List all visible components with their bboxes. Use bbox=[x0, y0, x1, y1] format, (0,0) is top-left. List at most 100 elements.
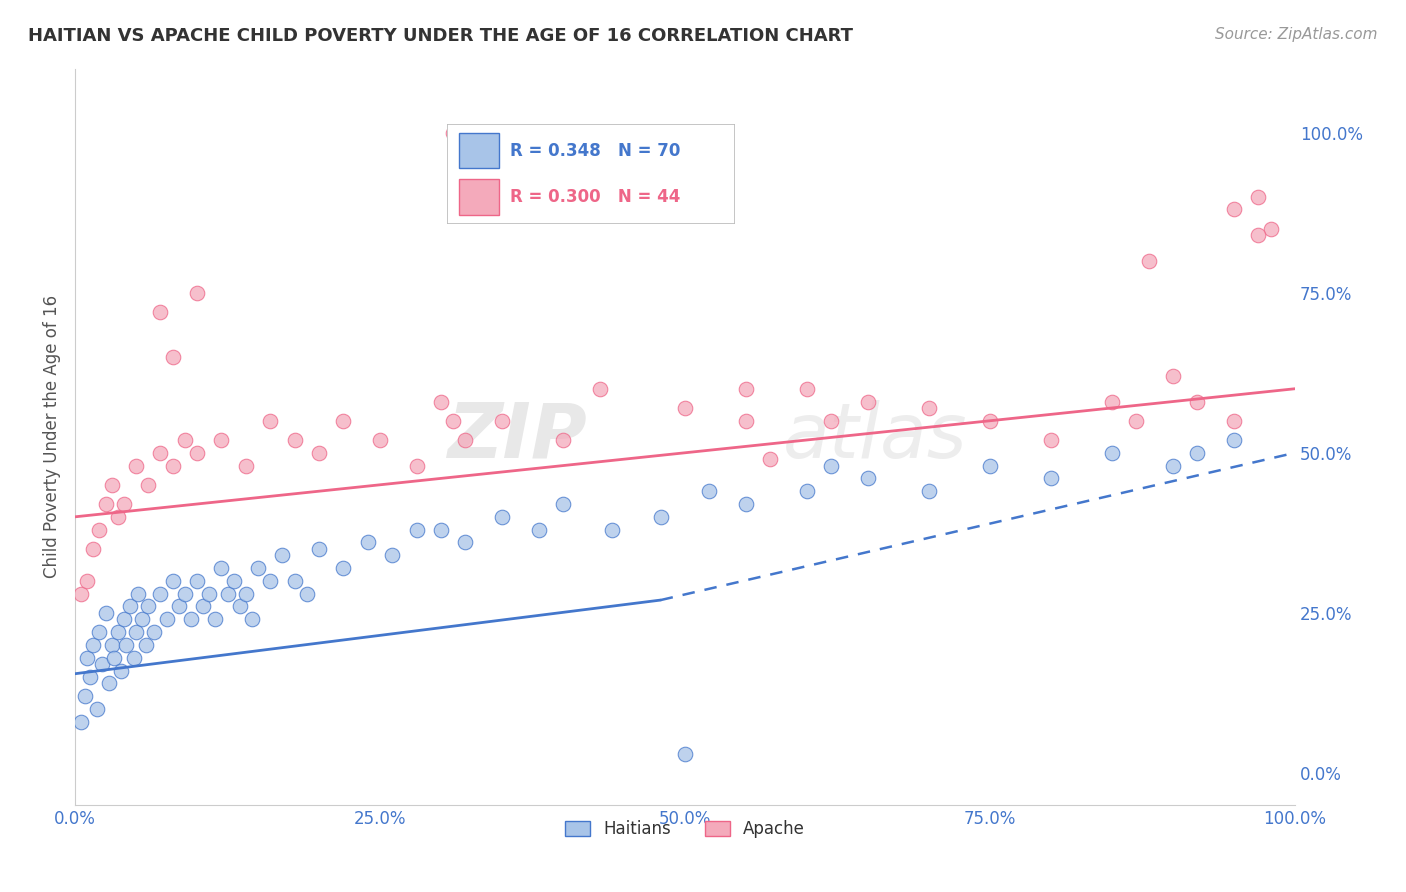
Point bbox=[70, 587, 93, 601]
Point bbox=[112, 497, 135, 511]
Point bbox=[796, 382, 818, 396]
Point bbox=[551, 497, 574, 511]
Point bbox=[1187, 446, 1209, 460]
Point bbox=[1223, 202, 1246, 217]
Point bbox=[1260, 221, 1282, 235]
Point bbox=[381, 548, 404, 562]
Point bbox=[600, 523, 623, 537]
Point bbox=[136, 477, 159, 491]
Point bbox=[820, 414, 842, 428]
Point bbox=[173, 587, 195, 601]
Point bbox=[76, 574, 98, 588]
Point bbox=[186, 285, 208, 300]
Point bbox=[125, 458, 148, 473]
Point bbox=[673, 401, 696, 415]
Point bbox=[918, 401, 941, 415]
Text: atlas: atlas bbox=[783, 400, 967, 474]
Point bbox=[259, 414, 281, 428]
Point bbox=[82, 638, 104, 652]
Point bbox=[405, 523, 427, 537]
Point bbox=[79, 670, 101, 684]
Point bbox=[167, 599, 190, 614]
Point bbox=[149, 446, 172, 460]
Point bbox=[491, 509, 513, 524]
Point bbox=[162, 458, 184, 473]
Point bbox=[125, 625, 148, 640]
Point bbox=[228, 599, 250, 614]
Point bbox=[735, 497, 758, 511]
Point bbox=[588, 382, 610, 396]
Point bbox=[89, 625, 111, 640]
Point bbox=[110, 664, 132, 678]
Point bbox=[209, 433, 232, 447]
Point bbox=[308, 446, 330, 460]
Point bbox=[204, 612, 226, 626]
Point bbox=[1125, 414, 1147, 428]
Point bbox=[368, 433, 391, 447]
Point bbox=[135, 638, 157, 652]
Point bbox=[70, 714, 93, 729]
Point bbox=[308, 541, 330, 556]
Point bbox=[136, 599, 159, 614]
Point bbox=[149, 305, 172, 319]
Point bbox=[1161, 458, 1184, 473]
Point bbox=[115, 638, 138, 652]
Point bbox=[441, 414, 464, 428]
Point bbox=[650, 509, 672, 524]
Point bbox=[191, 599, 214, 614]
Point bbox=[332, 561, 354, 575]
Point bbox=[259, 574, 281, 588]
Point bbox=[73, 689, 96, 703]
Point bbox=[103, 650, 125, 665]
Point bbox=[1040, 433, 1063, 447]
Point bbox=[100, 477, 122, 491]
Point bbox=[235, 587, 257, 601]
Legend: Haitians, Apache: Haitians, Apache bbox=[558, 814, 811, 845]
Point bbox=[699, 484, 721, 499]
Point bbox=[76, 650, 98, 665]
Point bbox=[735, 382, 758, 396]
Point bbox=[100, 638, 122, 652]
Point bbox=[180, 612, 202, 626]
Point bbox=[357, 535, 380, 549]
Point bbox=[1040, 471, 1063, 485]
Point bbox=[1137, 253, 1160, 268]
Point bbox=[209, 561, 232, 575]
Point bbox=[491, 414, 513, 428]
Point bbox=[979, 458, 1001, 473]
Point bbox=[118, 599, 141, 614]
Point bbox=[454, 433, 477, 447]
Point bbox=[94, 606, 117, 620]
Point bbox=[1101, 446, 1123, 460]
Point bbox=[107, 509, 129, 524]
Point bbox=[107, 625, 129, 640]
Point bbox=[1247, 227, 1270, 242]
Point bbox=[82, 541, 104, 556]
Point bbox=[155, 612, 177, 626]
Point bbox=[551, 433, 574, 447]
Point bbox=[186, 446, 208, 460]
Point bbox=[1247, 189, 1270, 203]
Point bbox=[918, 484, 941, 499]
Point bbox=[284, 574, 307, 588]
Point bbox=[122, 650, 145, 665]
Point bbox=[673, 747, 696, 761]
Point bbox=[1161, 368, 1184, 383]
Point bbox=[143, 625, 166, 640]
Y-axis label: Child Poverty Under the Age of 16: Child Poverty Under the Age of 16 bbox=[44, 295, 60, 578]
Point bbox=[112, 612, 135, 626]
Point bbox=[405, 458, 427, 473]
Point bbox=[979, 414, 1001, 428]
Point bbox=[332, 414, 354, 428]
Point bbox=[796, 484, 818, 499]
Point bbox=[856, 471, 879, 485]
Point bbox=[90, 657, 112, 672]
Point bbox=[430, 394, 453, 409]
Point bbox=[198, 587, 221, 601]
Text: HAITIAN VS APACHE CHILD POVERTY UNDER THE AGE OF 16 CORRELATION CHART: HAITIAN VS APACHE CHILD POVERTY UNDER TH… bbox=[28, 27, 853, 45]
Point bbox=[127, 587, 149, 601]
Point bbox=[820, 458, 842, 473]
Text: Source: ZipAtlas.com: Source: ZipAtlas.com bbox=[1215, 27, 1378, 42]
Point bbox=[186, 574, 208, 588]
Point bbox=[217, 587, 239, 601]
